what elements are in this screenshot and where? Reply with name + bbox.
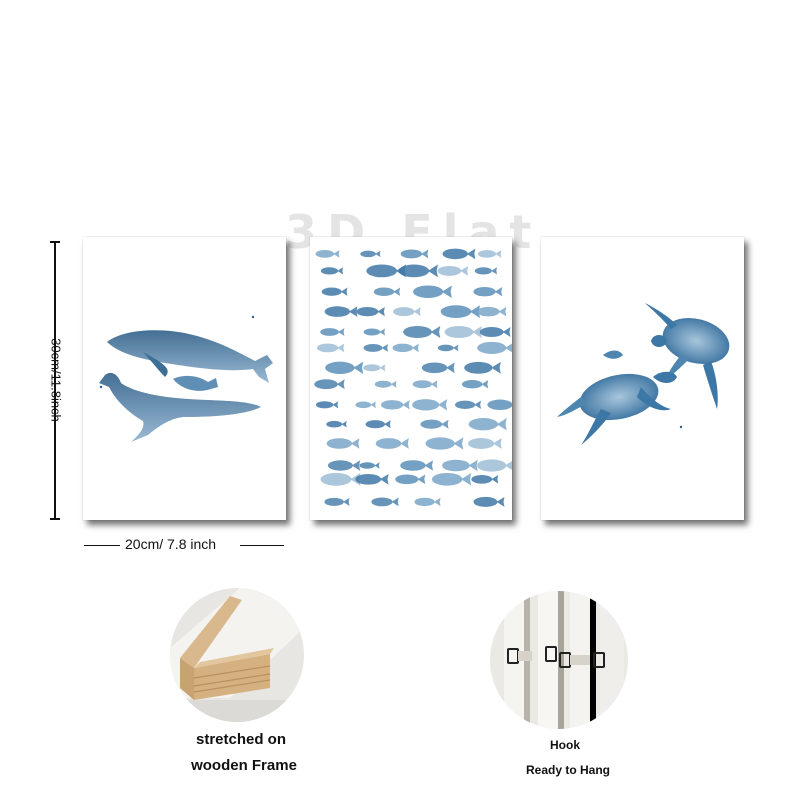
fish-shape (477, 250, 502, 258)
fish-shape (359, 462, 380, 469)
fish-shape (363, 328, 385, 336)
height-dimension-label: 30cm/11.8inch (48, 338, 64, 422)
fish-shape (356, 307, 385, 317)
fish-shape (395, 474, 426, 485)
fish-shape (442, 459, 478, 472)
fish-shape (413, 285, 452, 298)
fish-shape (468, 438, 502, 449)
fish-shape (431, 472, 472, 486)
height-dimension-tick-bottom (50, 518, 60, 520)
hook-caption-line2: Ready to Hang (525, 763, 611, 777)
hook-caption-line1: Hook (550, 738, 580, 752)
fish-shape (324, 306, 358, 317)
frame-caption-line2: wooden Frame (191, 757, 297, 774)
fish-shape (464, 361, 501, 374)
fish-shape (363, 343, 388, 352)
fish-shape (324, 497, 350, 506)
fish-shape (375, 438, 409, 449)
hook-icon (490, 591, 628, 729)
hook-photo (490, 591, 628, 729)
fish-shape (325, 361, 364, 374)
fish-shape (373, 287, 401, 296)
fish-shape (414, 497, 441, 507)
fish-shape (398, 264, 438, 278)
fish-shape (320, 472, 361, 486)
fish-shape (425, 437, 464, 450)
fish-shape (365, 420, 391, 429)
fish-shape (320, 267, 344, 275)
fish-shape (477, 341, 512, 354)
fish-shape (320, 328, 345, 336)
fish-shape (327, 460, 361, 471)
fish-shape (437, 344, 459, 352)
fish-shape (326, 420, 347, 428)
fish-shape (315, 250, 340, 258)
fish-shape (321, 287, 348, 296)
fish-shape (420, 419, 449, 429)
fish-shape (412, 380, 438, 389)
fish-shape (412, 399, 448, 411)
canvas-panel-whales (83, 237, 286, 520)
wooden-frame-icon (170, 588, 304, 722)
fish-shape (317, 343, 345, 353)
fish-shape (440, 305, 481, 318)
fish-shape (374, 380, 397, 388)
fish-shape (487, 399, 512, 411)
fish-shape (371, 497, 399, 507)
fish-icon (314, 248, 512, 507)
fish-shape (474, 267, 498, 275)
canvas-panel-turtles (541, 237, 744, 520)
fish-shape (380, 400, 410, 410)
fish-shape (468, 418, 507, 431)
width-dimension-line-left (84, 545, 120, 546)
frame-caption-line1: stretched on (195, 731, 287, 748)
fish-shape (360, 250, 381, 258)
fish-shape (400, 460, 434, 471)
fish-shape (471, 474, 499, 484)
fish-shape (444, 326, 482, 338)
fish-shape (477, 459, 512, 472)
fish-shape (476, 306, 507, 317)
fish-shape (461, 379, 489, 389)
fish-shape (403, 326, 441, 338)
fish-shape (326, 438, 360, 449)
wooden-frame-photo (170, 588, 304, 722)
fish-shape (455, 400, 482, 409)
turtle-icon (557, 303, 730, 445)
fish-shape (392, 343, 419, 353)
canvas-panel-fish (310, 237, 512, 520)
width-dimension-label: 20cm/ 7.8 inch (125, 536, 217, 552)
fish-shape (355, 473, 389, 485)
fish-shape (315, 401, 339, 409)
fish-shape (400, 249, 429, 259)
height-dimension-tick-top (50, 241, 60, 243)
width-dimension-line-right (240, 545, 284, 546)
height-dimension-line (54, 242, 56, 520)
fish-shape (473, 496, 505, 507)
fish-shape (421, 362, 455, 374)
fish-shape (393, 307, 421, 317)
fish-shape (355, 401, 376, 409)
fish-shape (479, 327, 511, 337)
whale-icon (99, 315, 273, 442)
fish-shape (442, 248, 476, 260)
fish-shape (473, 287, 503, 297)
fish-shape (437, 265, 469, 276)
fish-shape (314, 379, 345, 390)
fish-shape (363, 364, 386, 372)
